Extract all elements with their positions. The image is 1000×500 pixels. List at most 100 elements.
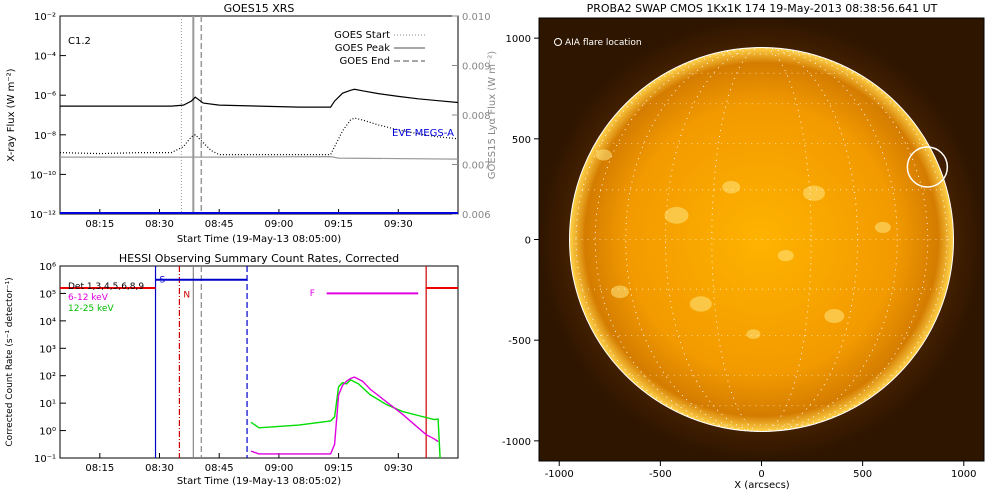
swap-x-tick-label: 0: [758, 469, 764, 480]
grid-longitude: [625, 47, 898, 432]
hessi-legend: Det 1,3,4,5,6,8,9 6-12 keV 12-25 keV: [68, 282, 144, 314]
hessi-x-tick-label: 09:30: [384, 463, 413, 474]
aia-flare-location-marker: [906, 146, 949, 188]
swap-y-tick-label: 500: [512, 135, 531, 146]
grid-longitude: [665, 47, 858, 432]
active-region: [595, 149, 612, 161]
goes-plot-frame: [59, 15, 459, 215]
active-region: [664, 206, 689, 224]
hessi-x-ticks: 08:15 08:30 08:45 09:00 09:15 09:30: [85, 453, 413, 474]
hessi-y-ticks: 10⁻¹ 10⁰ 10¹ 10² 10³ 10⁴ 10⁵ 10⁶: [34, 262, 66, 465]
goes-x-tick-label: 08:15: [85, 219, 114, 230]
goes-title: GOES15 XRS: [224, 2, 295, 15]
hessi-y-tick-label: 10⁶: [39, 262, 56, 273]
hessi-annotations: S N F: [160, 275, 315, 300]
swap-panel: PROBA2 SWAP CMOS 1Kx1K 174 19-May-2013 0…: [502, 2, 985, 491]
swap-x-ticks: -1000 -500 0 500 1000: [545, 461, 976, 480]
heliographic-grid: [569, 47, 954, 432]
hessi-x-tick-label: 09:00: [264, 463, 293, 474]
hessi-x-axis-label: Start Time (19-May-13 08:05:02): [177, 476, 341, 487]
legend-goes-peak: GOES Peak: [335, 43, 390, 54]
legend-6-12-kev: 6-12 keV: [68, 293, 109, 303]
hessi-y-axis-label: Corrected Count Rate (s⁻¹ detector⁻¹): [5, 277, 15, 446]
active-region: [689, 296, 712, 312]
goes-y-right-axis-label: GOES15 Lyα Flux (W m⁻²): [487, 51, 498, 179]
legend-goes-end: GOES End: [340, 56, 390, 67]
goes-y-tick-label: 10⁻²: [34, 12, 56, 23]
swap-x-tick-label: -500: [649, 469, 672, 480]
active-region: [746, 329, 761, 340]
goes-x-tick-label: 09:30: [384, 219, 413, 230]
goes-y-ticks: 10⁻¹² 10⁻¹⁰ 10⁻⁸ 10⁻⁶ 10⁻⁴ 10⁻²: [30, 12, 66, 221]
goes-class-label: C1.2: [68, 36, 91, 47]
hessi-annotation-F: F: [310, 289, 315, 299]
grid-longitude: [575, 47, 948, 432]
hessi-x-tick-label: 09:15: [324, 463, 353, 474]
eve-label: EVE MEGS-A: [392, 128, 454, 139]
hessi-y-tick-label: 10⁴: [39, 317, 56, 328]
goes-y-right-tick-label: 0.008: [462, 111, 491, 122]
active-region: [874, 221, 891, 234]
goes-y-tick-label: 10⁻⁶: [34, 91, 56, 102]
sun-active-regions: [595, 149, 891, 340]
hessi-y-tick-label: 10⁵: [39, 289, 56, 300]
active-region: [722, 180, 741, 194]
swap-y-ticks: -1000 -500 0 500 1000: [502, 34, 539, 448]
goes-y-right-tick-label: 0.007: [462, 161, 491, 172]
hessi-x-tick-label: 08:30: [145, 463, 174, 474]
swap-y-tick-label: -1000: [502, 437, 531, 448]
legend-detectors: Det 1,3,4,5,6,8,9: [68, 282, 144, 292]
goes-panel: GOES15 XRS 08:15 08:30 08:45 09:00 09:15 09:3…: [6, 2, 498, 245]
goes-series: [60, 88, 458, 214]
swap-x-tick-label: 1000: [951, 469, 976, 480]
hessi-y-tick-label: 10⁻¹: [34, 454, 56, 465]
hessi-title: HESSI Observing Summary Count Rates, Cor…: [119, 252, 399, 265]
hessi-x-tick-label: 08:45: [205, 463, 234, 474]
goes-y-right-tick-label: 0.009: [462, 62, 491, 73]
legend-12-25-kev: 12-25 keV: [68, 304, 114, 314]
hessi-series-6-12-kev: [250, 376, 439, 455]
swap-y-tick-label: -500: [508, 336, 531, 347]
hessi-y-tick-label: 10³: [39, 344, 56, 355]
hessi-annotation-S: S: [160, 275, 166, 285]
active-region: [610, 285, 629, 299]
hessi-marks: [60, 266, 458, 458]
goes-series-short: [60, 117, 458, 156]
goes-legend: GOES Start GOES Peak GOES End EVE MEGS-A: [334, 30, 454, 139]
legend-goes-start: GOES Start: [334, 30, 390, 41]
grid-longitude: [594, 47, 929, 432]
swap-y-tick-label: 1000: [506, 34, 531, 45]
active-region: [803, 185, 826, 201]
swap-x-tick-label: 500: [853, 469, 872, 480]
goes-y-axis-label: X-ray Flux (W m⁻²): [6, 68, 17, 161]
hessi-y-tick-label: 10⁰: [39, 427, 56, 438]
hessi-y-tick-label: 10¹: [39, 399, 56, 410]
goes-y-right-tick-label: 0.010: [462, 12, 491, 23]
hessi-plot-frame: [59, 265, 459, 459]
goes-x-tick-label: 08:45: [205, 219, 234, 230]
goes-markers: [180, 16, 203, 214]
goes-y-tick-label: 10⁻⁴: [34, 52, 56, 63]
swap-x-axis-label: X (arcsecs): [734, 480, 790, 491]
goes-x-tick-label: 09:15: [324, 219, 353, 230]
hessi-panel: HESSI Observing Summary Count Rates, Cor…: [5, 252, 459, 487]
hessi-annotation-N: N: [183, 290, 190, 300]
hessi-x-tick-label: 08:15: [85, 463, 114, 474]
goes-x-tick-label: 09:00: [264, 219, 293, 230]
active-region: [777, 250, 794, 262]
goes-series-long: [60, 88, 458, 108]
hessi-series: [250, 376, 441, 458]
flare-legend-label: AIA flare location: [565, 38, 642, 48]
goes-y-tick-label: 10⁻¹²: [30, 210, 56, 221]
solar-limb: [569, 47, 954, 432]
flare-legend-marker: [554, 38, 562, 46]
goes-y-right-tick-label: 0.006: [462, 210, 491, 221]
swap-y-tick-label: 0: [525, 236, 531, 247]
hessi-y-tick-label: 10²: [39, 372, 56, 383]
goes-x-tick-label: 08:30: [145, 219, 174, 230]
swap-title: PROBA2 SWAP CMOS 1Kx1K 174 19-May-2013 0…: [587, 2, 938, 15]
goes-y-tick-label: 10⁻⁸: [34, 131, 56, 142]
active-region: [824, 309, 845, 324]
hessi-series-12-25-kev: [250, 378, 441, 458]
